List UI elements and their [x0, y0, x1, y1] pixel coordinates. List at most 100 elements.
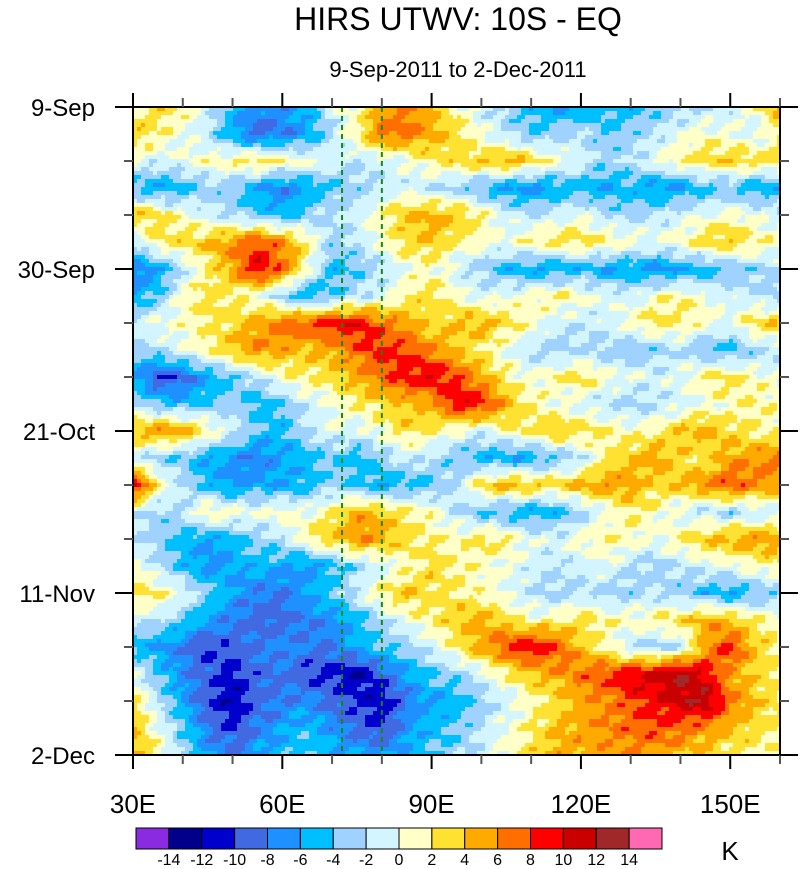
field-cell: [301, 183, 305, 187]
field-cell: [289, 155, 293, 159]
field-cell: [401, 135, 405, 139]
field-cell: [181, 215, 185, 219]
field-cell: [197, 203, 201, 207]
field-cell: [521, 115, 525, 119]
field-cell: [405, 119, 409, 123]
field-cell: [553, 143, 557, 147]
field-cell: [465, 123, 469, 127]
field-cell: [617, 203, 621, 207]
field-cell: [237, 159, 241, 163]
field-cell: [529, 223, 533, 227]
field-cell: [245, 139, 249, 143]
field-cell: [477, 131, 481, 135]
field-cell: [457, 115, 461, 119]
field-cell: [365, 187, 369, 191]
field-cell: [313, 207, 317, 211]
field-cell: [721, 131, 725, 135]
field-cell: [693, 159, 697, 163]
field-cell: [333, 175, 337, 179]
field-cell: [269, 155, 273, 159]
field-cell: [265, 159, 269, 163]
field-cell: [693, 171, 697, 175]
field-cell: [745, 127, 749, 131]
field-cell: [625, 147, 629, 151]
field-cell: [421, 175, 425, 179]
field-cell: [353, 171, 357, 175]
field-cell: [237, 147, 241, 151]
field-cell: [357, 175, 361, 179]
field-cell: [545, 171, 549, 175]
field-cell: [725, 167, 729, 171]
field-cell: [277, 155, 281, 159]
field-cell: [705, 111, 709, 115]
field-cell: [525, 155, 529, 159]
field-cell: [521, 131, 525, 135]
field-cell: [741, 203, 745, 207]
field-cell: [333, 187, 337, 191]
field-cell: [729, 123, 733, 127]
field-cell: [493, 211, 497, 215]
field-cell: [597, 227, 601, 231]
field-cell: [469, 191, 473, 195]
field-cell: [153, 143, 157, 147]
field-cell: [457, 147, 461, 151]
field-cell: [213, 199, 217, 203]
field-cell: [361, 167, 365, 171]
field-cell: [145, 175, 149, 179]
field-cell: [201, 111, 205, 115]
field-cell: [497, 223, 501, 227]
field-cell: [369, 171, 373, 175]
field-cell: [193, 207, 197, 211]
field-cell: [749, 127, 753, 131]
field-cell: [489, 183, 493, 187]
field-cell: [229, 119, 233, 123]
field-cell: [261, 203, 265, 207]
field-cell: [373, 195, 377, 199]
field-cell: [589, 111, 593, 115]
field-cell: [665, 203, 669, 207]
field-cell: [369, 143, 373, 147]
field-cell: [205, 211, 209, 215]
field-cell: [237, 163, 241, 167]
field-cell: [485, 203, 489, 207]
field-cell: [677, 171, 681, 175]
field-cell: [477, 215, 481, 219]
field-cell: [633, 143, 637, 147]
field-cell: [757, 195, 761, 199]
field-cell: [753, 127, 757, 131]
field-cell: [253, 175, 257, 179]
field-cell: [197, 163, 201, 167]
field-cell: [421, 203, 425, 207]
field-cell: [773, 171, 777, 175]
field-cell: [349, 139, 353, 143]
field-cell: [657, 159, 661, 163]
field-cell: [525, 111, 529, 115]
field-cell: [333, 171, 337, 175]
field-cell: [501, 191, 505, 195]
field-cell: [717, 183, 721, 187]
field-cell: [761, 119, 765, 123]
field-cell: [445, 199, 449, 203]
field-cell: [225, 191, 229, 195]
field-cell: [333, 215, 337, 219]
field-cell: [665, 143, 669, 147]
field-cell: [205, 119, 209, 123]
field-cell: [409, 203, 413, 207]
field-cell: [233, 131, 237, 135]
field-cell: [661, 111, 665, 115]
field-cell: [497, 183, 501, 187]
field-cell: [469, 175, 473, 179]
field-cell: [253, 211, 257, 215]
field-cell: [501, 115, 505, 119]
field-cell: [265, 167, 269, 171]
field-cell: [257, 123, 261, 127]
field-cell: [345, 123, 349, 127]
field-cell: [157, 111, 161, 115]
field-cell: [265, 203, 269, 207]
field-cell: [293, 127, 297, 131]
field-cell: [273, 187, 277, 191]
field-cell: [405, 159, 409, 163]
field-cell: [621, 207, 625, 211]
field-cell: [665, 127, 669, 131]
field-cell: [697, 111, 701, 115]
